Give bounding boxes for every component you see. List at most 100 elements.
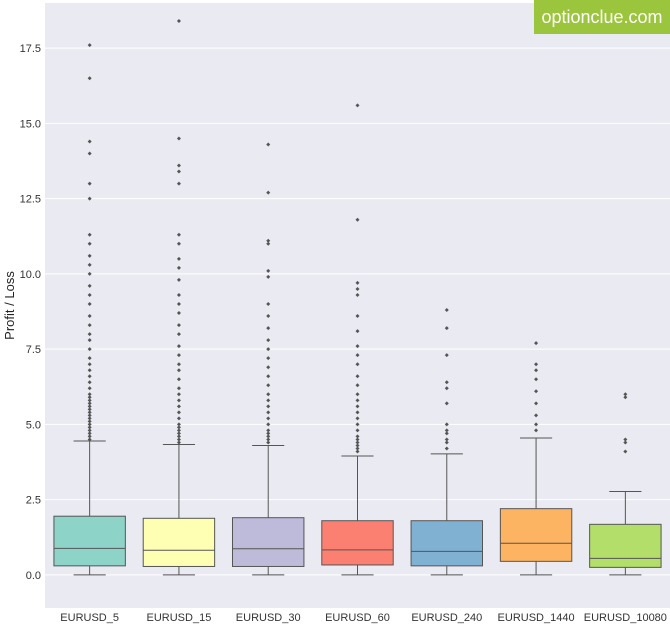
outlier-point [355,437,360,442]
outlier-point [355,344,360,349]
outlier-point [176,256,181,261]
outlier-point [87,283,92,288]
outlier-point [266,347,271,352]
y-axis-ticks: 0.0 2.5 5.0 7.5 10.0 12.5 15.0 17.5 [20,43,41,582]
outlier-point [87,380,92,385]
outlier-point [87,434,92,439]
outlier-point [623,392,628,397]
outlier-point [444,431,449,436]
outlier-point [176,386,181,391]
outlier-point [266,238,271,243]
outlier-point [355,392,360,397]
outlier-point [266,422,271,427]
outlier-point [266,416,271,421]
outlier-point [176,362,181,367]
outlier-point [444,428,449,433]
outlier-point [534,428,539,433]
outlier-point [266,301,271,306]
box-body [232,517,305,567]
x-tick-label: EURUSD_1440 [498,612,575,624]
outlier-point [266,142,271,147]
outlier-point [87,292,92,297]
y-axis-label: Profit / Loss [2,271,17,340]
outlier-point [87,301,92,306]
outlier-point [444,422,449,427]
outlier-point [266,440,271,445]
box-body [589,523,662,568]
outlier-point [266,274,271,279]
outlier-point [623,437,628,442]
box-body [410,520,484,567]
box-EURUSD_10080 [589,392,662,576]
outlier-point [87,338,92,343]
outlier-point [87,428,92,433]
outlier-point [87,347,92,352]
outlier-point [87,401,92,406]
outlier-point [355,353,360,358]
outlier-point [87,314,92,319]
outlier-point [623,395,628,400]
outlier-point [176,353,181,358]
outlier-point [355,280,360,285]
outlier-point [87,413,92,418]
outlier-point [266,326,271,331]
outlier-point [176,323,181,328]
outlier-point [355,446,360,451]
outlier-point [266,428,271,433]
outlier-point [355,440,360,445]
outlier-point [87,241,92,246]
outlier-point [266,410,271,415]
outlier-point [355,292,360,297]
outlier-point [534,362,539,367]
outlier-point [87,386,92,391]
outlier-point [176,377,181,382]
outlier-point [355,410,360,415]
x-tick-label: EURUSD_5 [60,612,119,624]
outlier-point [176,425,181,430]
x-tick-label: EURUSD_10080 [584,612,667,624]
outlier-point [87,43,92,48]
y-tick-label: 17.5 [20,43,41,55]
outlier-point [444,380,449,385]
outlier-point [266,431,271,436]
outlier-point [444,326,449,331]
outlier-point [176,410,181,415]
box-EURUSD_1440 [499,341,573,576]
outlier-point [87,362,92,367]
box-EURUSD_15 [142,19,216,576]
outlier-point [444,440,449,445]
outlier-point [176,416,181,421]
outlier-point [176,241,181,246]
outlier-point [444,437,449,442]
y-tick-label: 10.0 [20,269,41,281]
outlier-point [87,76,92,81]
outlier-point [87,232,92,237]
y-tick-label: 0.0 [26,570,41,582]
outlier-point [87,374,92,379]
box-body [321,520,394,566]
outlier-point [266,356,271,361]
outlier-point [87,332,92,337]
boxes [53,19,662,576]
outlier-point [176,232,181,237]
box-EURUSD_240 [410,308,484,576]
outlier-point [444,401,449,406]
outlier-point [176,428,181,433]
outlier-point [87,422,92,427]
outlier-point [176,398,181,403]
outlier-point [87,410,92,415]
outlier-point [87,368,92,373]
outlier-point [87,431,92,436]
outlier-point [355,434,360,439]
outlier-point [87,151,92,156]
outlier-point [266,268,271,273]
outlier-point [355,416,360,421]
outlier-point [176,265,181,270]
outlier-point [266,365,271,370]
box-EURUSD_30 [232,142,305,576]
outlier-point [176,404,181,409]
outlier-point [266,392,271,397]
outlier-point [444,386,449,391]
y-tick-label: 7.5 [26,344,41,356]
outlier-point [355,217,360,222]
